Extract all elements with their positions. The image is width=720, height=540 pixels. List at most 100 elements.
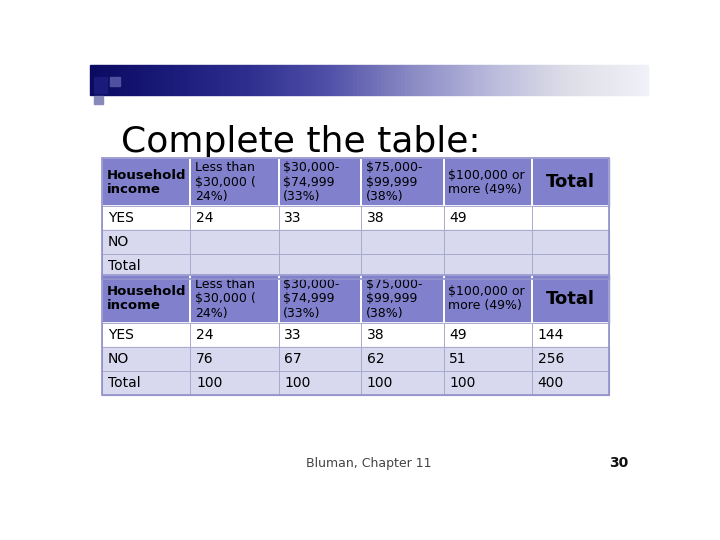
- Text: 33: 33: [284, 328, 302, 342]
- Bar: [233, 65, 238, 94]
- Bar: [532, 347, 609, 371]
- Bar: [532, 254, 609, 279]
- Bar: [489, 65, 492, 94]
- Bar: [246, 65, 249, 94]
- Bar: [405, 65, 409, 94]
- Text: 76: 76: [196, 352, 214, 366]
- Bar: [166, 65, 170, 94]
- Bar: [612, 65, 616, 94]
- Bar: [318, 65, 321, 94]
- Text: 24: 24: [196, 211, 214, 225]
- Bar: [190, 371, 279, 395]
- Bar: [377, 65, 381, 94]
- Bar: [429, 65, 433, 94]
- Bar: [532, 206, 609, 230]
- Bar: [640, 65, 644, 94]
- Bar: [536, 65, 541, 94]
- Text: NO: NO: [108, 352, 129, 366]
- Bar: [102, 322, 190, 347]
- Bar: [361, 347, 444, 371]
- Bar: [102, 275, 190, 322]
- Bar: [190, 322, 279, 347]
- Bar: [279, 371, 361, 395]
- Bar: [154, 65, 158, 94]
- Text: 49: 49: [449, 211, 467, 225]
- Bar: [500, 65, 505, 94]
- Bar: [269, 65, 274, 94]
- Text: Household
income: Household income: [107, 285, 186, 313]
- Bar: [279, 230, 361, 254]
- Bar: [279, 347, 361, 371]
- Bar: [118, 65, 122, 94]
- Bar: [102, 322, 190, 347]
- Bar: [178, 65, 181, 94]
- Bar: [190, 371, 279, 395]
- Bar: [94, 77, 107, 93]
- Bar: [481, 65, 485, 94]
- Bar: [206, 65, 210, 94]
- Bar: [279, 322, 361, 347]
- Bar: [461, 65, 464, 94]
- Text: Total: Total: [546, 173, 595, 191]
- Bar: [445, 65, 449, 94]
- Bar: [580, 65, 584, 94]
- Bar: [361, 230, 444, 254]
- Bar: [190, 347, 279, 371]
- Bar: [588, 65, 592, 94]
- Text: YES: YES: [108, 328, 134, 342]
- Bar: [102, 230, 190, 254]
- Bar: [444, 371, 532, 395]
- Bar: [214, 65, 217, 94]
- Bar: [102, 275, 609, 395]
- Bar: [217, 65, 222, 94]
- Bar: [190, 322, 279, 347]
- Bar: [150, 65, 154, 94]
- Text: 30: 30: [609, 456, 629, 470]
- Bar: [361, 347, 444, 371]
- Bar: [453, 65, 456, 94]
- Bar: [516, 65, 521, 94]
- Bar: [102, 230, 190, 254]
- Text: $30,000-
$74,999
(33%): $30,000- $74,999 (33%): [283, 278, 339, 320]
- Bar: [190, 254, 279, 279]
- Bar: [222, 65, 225, 94]
- Bar: [190, 347, 279, 371]
- Bar: [189, 65, 194, 94]
- Bar: [628, 65, 632, 94]
- Bar: [532, 230, 609, 254]
- Bar: [261, 65, 266, 94]
- Bar: [309, 65, 313, 94]
- Bar: [210, 65, 214, 94]
- Text: Total: Total: [546, 289, 595, 308]
- Bar: [532, 275, 609, 322]
- Bar: [158, 65, 162, 94]
- Bar: [576, 65, 580, 94]
- Bar: [102, 206, 190, 230]
- Bar: [194, 65, 197, 94]
- Bar: [449, 65, 453, 94]
- Bar: [444, 230, 532, 254]
- Bar: [464, 65, 469, 94]
- Bar: [532, 254, 609, 279]
- Bar: [632, 65, 636, 94]
- Bar: [279, 254, 361, 279]
- Bar: [361, 322, 444, 347]
- Bar: [102, 371, 190, 395]
- Bar: [381, 65, 385, 94]
- Text: Household
income: Household income: [107, 168, 186, 196]
- Bar: [353, 65, 357, 94]
- Bar: [361, 371, 444, 395]
- Bar: [361, 65, 365, 94]
- Bar: [584, 65, 588, 94]
- Bar: [437, 65, 441, 94]
- Bar: [102, 158, 609, 279]
- Bar: [301, 65, 305, 94]
- Text: 51: 51: [449, 352, 467, 366]
- Bar: [279, 206, 361, 230]
- Bar: [102, 254, 190, 279]
- Bar: [349, 65, 353, 94]
- Bar: [293, 65, 297, 94]
- Bar: [102, 371, 190, 395]
- Bar: [524, 65, 528, 94]
- Text: 38: 38: [366, 211, 384, 225]
